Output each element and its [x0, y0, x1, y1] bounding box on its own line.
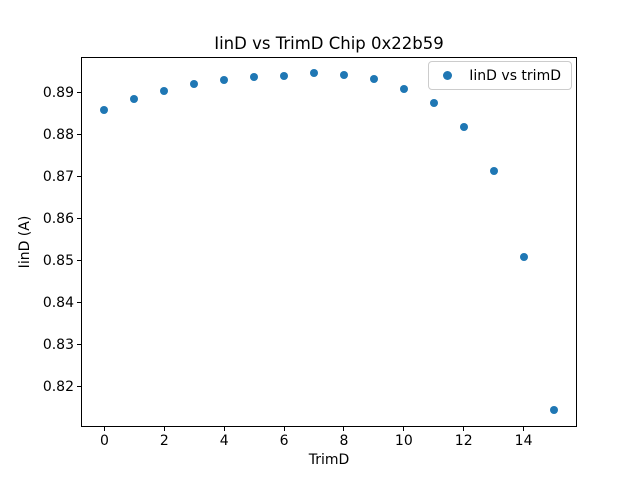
- scatter-point: [489, 167, 498, 176]
- y-tick-mark: [77, 344, 81, 346]
- x-axis-label: TrimD: [308, 452, 350, 468]
- chart-title: IinD vs TrimD Chip 0x22b59: [214, 34, 444, 53]
- scatter-point: [190, 79, 199, 88]
- legend-label: IinD vs trimD: [469, 67, 561, 84]
- x-tick-mark: [283, 427, 285, 431]
- y-tick-mark: [77, 302, 81, 304]
- y-tick-mark: [77, 92, 81, 94]
- y-tick-label: 0.83: [42, 336, 74, 353]
- scatter-point: [280, 71, 289, 80]
- scatter-point: [310, 68, 319, 77]
- y-tick-label: 0.82: [42, 378, 74, 395]
- scatter-point: [130, 95, 139, 104]
- y-tick-mark: [77, 176, 81, 178]
- x-tick-label: 4: [219, 433, 229, 449]
- x-tick-label: 6: [279, 433, 289, 449]
- scatter-point: [519, 252, 528, 261]
- x-tick-label: 8: [339, 433, 349, 449]
- y-tick-label: 0.84: [42, 294, 74, 311]
- x-tick-mark: [223, 427, 225, 431]
- x-tick-mark: [463, 427, 465, 431]
- plot-area: IinD vs trimD: [81, 57, 577, 427]
- scatter-point: [429, 98, 438, 107]
- scatter-point: [250, 73, 259, 82]
- legend: IinD vs trimD: [428, 61, 572, 90]
- y-tick-label: 0.86: [42, 210, 74, 227]
- x-tick-mark: [343, 427, 345, 431]
- y-tick-label: 0.87: [42, 168, 74, 185]
- scatter-point: [369, 75, 378, 83]
- x-tick-label: 12: [454, 433, 473, 449]
- scatter-point: [100, 105, 109, 114]
- y-tick-mark: [77, 218, 81, 220]
- y-tick-mark: [77, 260, 81, 262]
- y-axis-label: IinD (A): [17, 215, 33, 269]
- x-tick-label: 14: [514, 433, 533, 449]
- scatter-point: [220, 75, 229, 84]
- scatter-point: [399, 84, 408, 93]
- y-tick-label: 0.89: [42, 84, 74, 101]
- scatter-point: [549, 406, 558, 415]
- x-tick-label: 10: [394, 433, 413, 449]
- y-tick-mark: [77, 134, 81, 136]
- legend-marker-icon: [443, 71, 453, 80]
- x-tick-mark: [403, 427, 405, 431]
- x-tick-mark: [523, 427, 525, 431]
- scatter-point: [459, 123, 468, 132]
- x-tick-label: 2: [159, 433, 169, 449]
- x-tick-label: 0: [99, 433, 109, 449]
- scatter-point: [160, 86, 169, 95]
- y-tick-label: 0.88: [42, 126, 74, 143]
- scatter-point: [339, 71, 348, 80]
- y-tick-mark: [77, 386, 81, 388]
- x-tick-mark: [103, 427, 105, 431]
- y-tick-label: 0.85: [42, 252, 74, 269]
- x-tick-mark: [163, 427, 165, 431]
